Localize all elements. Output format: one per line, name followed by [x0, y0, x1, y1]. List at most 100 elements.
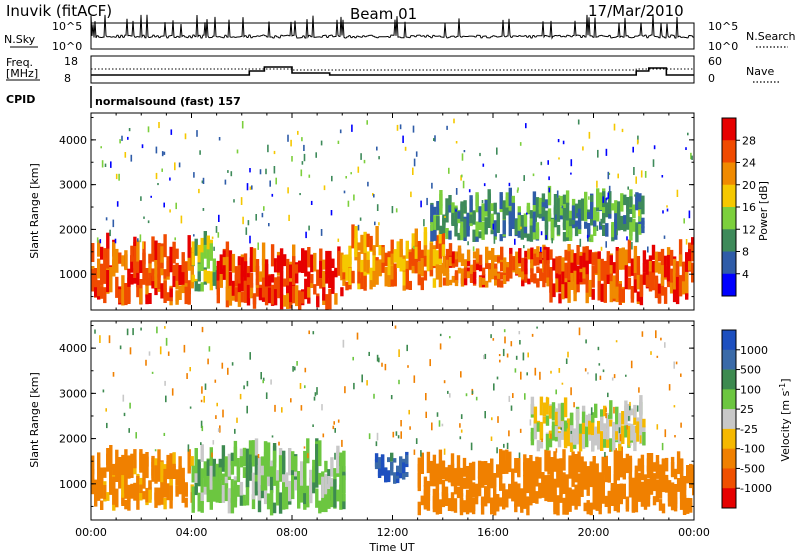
echo-cell: [648, 261, 653, 272]
echo-cell: [481, 221, 485, 231]
echo-cell: [342, 273, 346, 286]
echo-speck: [201, 425, 204, 432]
echo-speck: [449, 336, 451, 339]
echo-cell: [399, 461, 403, 474]
colorbar-swatch: [722, 409, 736, 430]
echo-speck: [595, 373, 597, 381]
echo-speck: [490, 334, 492, 339]
echo-speck: [635, 176, 637, 184]
echo-speck: [400, 431, 402, 439]
echo-speck: [331, 175, 333, 182]
echo-speck: [193, 234, 195, 237]
echo-cell: [600, 264, 604, 277]
echo-speck: [211, 452, 213, 458]
echo-cell: [248, 454, 253, 481]
echo-speck: [360, 153, 362, 160]
echo-cell: [526, 496, 530, 516]
power-colorbar-label: Power [dB]: [757, 181, 770, 241]
echo-cell: [554, 426, 559, 437]
freq-trace: [91, 66, 694, 76]
echo-cell: [478, 218, 482, 231]
echo-cell: [491, 256, 495, 266]
echo-speck: [412, 245, 415, 250]
echo-cell: [645, 274, 650, 288]
time-axis-label: Time UT: [368, 541, 414, 554]
echo-cell: [264, 283, 269, 306]
echo-cell: [517, 219, 521, 229]
colorbar-tick-label: -1000: [740, 482, 772, 495]
echo-cell: [493, 474, 497, 487]
echo-cell: [669, 282, 674, 294]
x-tick-label: 20:00: [578, 526, 610, 539]
echo-cell: [175, 279, 179, 290]
echo-cell: [616, 462, 620, 481]
echo-speck: [460, 175, 462, 181]
echo-cell: [219, 278, 223, 288]
echo-speck: [159, 346, 162, 355]
echo-cell: [133, 246, 137, 269]
echo-cell: [673, 488, 678, 504]
echo-cell: [190, 456, 194, 467]
echo-cell: [660, 248, 665, 262]
echo-cell: [603, 260, 607, 280]
echo-speck: [503, 443, 505, 448]
echo-cell: [430, 225, 434, 242]
echo-cell: [276, 276, 281, 299]
echo-cell: [441, 491, 446, 508]
date-title: 17/Mar/2010: [588, 2, 684, 20]
echo-speck: [200, 442, 202, 445]
echo-cell: [666, 254, 671, 276]
echo-cell: [289, 264, 293, 279]
power-echo-layer: [91, 118, 694, 310]
echo-cell: [336, 451, 340, 469]
echo-speck: [215, 226, 218, 233]
echo-cell: [169, 453, 173, 478]
echo-cell: [624, 400, 628, 420]
echo-speck: [523, 245, 525, 249]
echo-cell: [598, 488, 602, 508]
echo-cell: [524, 268, 528, 283]
echo-speck: [312, 424, 314, 427]
echo-cell: [658, 464, 663, 488]
echo-cell: [679, 487, 684, 510]
echo-cell: [445, 198, 449, 215]
echo-cell: [641, 221, 645, 229]
echo-cell: [118, 289, 122, 303]
echo-cell: [640, 492, 645, 507]
echo-cell: [139, 260, 143, 273]
echo-speck: [439, 333, 442, 337]
echo-speck: [515, 355, 518, 360]
echo-cell: [672, 280, 677, 303]
echo-cell: [620, 220, 624, 230]
colorbar-frame: [721, 329, 737, 509]
echo-speck: [550, 370, 552, 374]
echo-cell: [533, 273, 537, 284]
echo-cell: [551, 406, 556, 421]
echo-cell: [106, 232, 110, 258]
echo-speck: [455, 223, 458, 228]
echo-cell: [675, 285, 680, 305]
echo-cell: [612, 275, 616, 298]
echo-cell: [616, 483, 620, 504]
echo-cell: [169, 485, 173, 501]
echo-cell: [157, 266, 161, 278]
echo-cell: [460, 275, 465, 287]
echo-cell: [148, 254, 152, 264]
echo-cell: [166, 483, 170, 494]
echo-speck: [526, 212, 528, 215]
echo-cell: [550, 219, 555, 232]
x-tick-label: 12:00: [377, 526, 409, 539]
echo-cell: [616, 502, 620, 513]
echo-cell: [633, 255, 638, 273]
echo-speck: [145, 359, 147, 366]
echo-speck: [337, 140, 340, 144]
echo-cell: [547, 474, 551, 494]
echo-cell: [312, 466, 316, 481]
echo-cell: [499, 449, 503, 473]
echo-cell: [112, 476, 116, 495]
echo-cell: [619, 461, 623, 478]
echo-cell: [212, 486, 216, 502]
echo-cell: [457, 245, 462, 259]
echo-cell: [484, 486, 488, 507]
echo-cell: [115, 463, 119, 474]
